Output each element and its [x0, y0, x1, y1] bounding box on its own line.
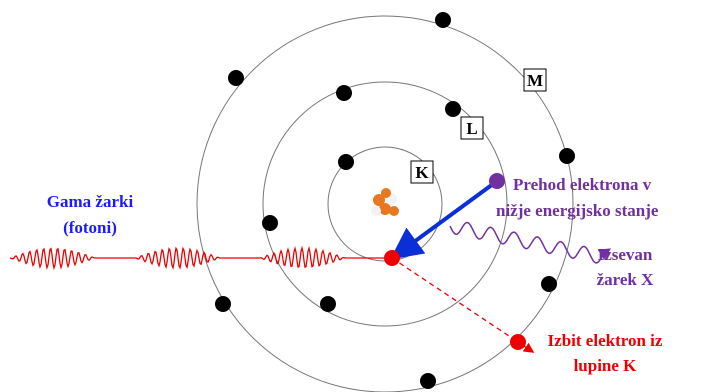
ejected-electron — [510, 334, 526, 350]
nucleus — [371, 188, 399, 216]
ejection-path — [392, 258, 518, 342]
atom-diagram: K L M Gama žarki (fotoni) Prehod elektro… — [0, 0, 715, 392]
shell-labels: K L M — [411, 69, 546, 183]
transition-label: nižje energijsko stanje — [496, 201, 659, 220]
vacancy-electron — [384, 250, 400, 266]
ejected-label: lupine K — [574, 356, 638, 375]
shell-label: M — [527, 71, 543, 90]
ejected-label: Izbit elektron iz — [548, 331, 663, 350]
gamma-wave — [10, 248, 384, 268]
incoming-label: (fotoni) — [63, 218, 117, 237]
xray-wave — [450, 223, 606, 263]
transition-label: Prehod elektrona v — [513, 175, 652, 194]
emitted-label: žarek X — [597, 270, 655, 289]
shell-label: L — [466, 119, 477, 138]
transition-electron — [489, 173, 505, 189]
transition-arrow — [403, 184, 493, 250]
emitted-label: Izsevan — [598, 245, 653, 264]
shell-label: K — [415, 163, 429, 182]
incoming-label: Gama žarki — [47, 192, 134, 211]
